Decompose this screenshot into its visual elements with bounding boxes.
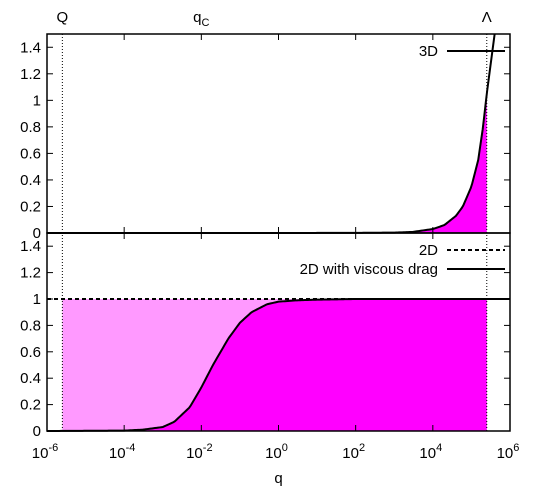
- y-tick-label: 1.4: [20, 39, 41, 56]
- x-tick-label: 100: [265, 442, 288, 462]
- x-tick-label: 106: [497, 442, 520, 462]
- x-axis-label: q: [274, 470, 282, 487]
- panel-frame-0: [46, 33, 511, 234]
- x-tick-label: 104: [419, 442, 442, 462]
- y-tick-label: 1.2: [20, 66, 41, 83]
- x-tick-label: 102: [342, 442, 365, 462]
- y-tick-label: 0.6: [20, 145, 41, 162]
- series-line-0-0: [47, 33, 496, 234]
- x-tick-exponent: 4: [436, 442, 442, 454]
- labels: 00.20.40.60.811.21.400.20.40.60.811.21.4…: [20, 9, 519, 487]
- y-tick-label: 0.4: [20, 172, 41, 189]
- area-fill-1-1: [62, 299, 487, 431]
- y-tick-label: 0.2: [20, 198, 41, 215]
- top-marker-label: Λ: [482, 9, 492, 26]
- x-tick-exponent: 6: [513, 442, 519, 454]
- y-tick-label: 0.8: [20, 317, 41, 334]
- x-tick-exponent: 2: [359, 442, 365, 454]
- x-tick-exponent: -6: [48, 442, 58, 454]
- legend-label: 3D: [419, 43, 438, 60]
- area-fills: [62, 93, 487, 431]
- x-tick-label: 10-2: [186, 442, 212, 462]
- y-tick-label: 1.4: [20, 238, 41, 255]
- y-tick-label: 0: [33, 225, 41, 242]
- x-tick-label: 10-4: [109, 442, 135, 462]
- y-tick-label: 0: [33, 423, 41, 440]
- x-tick-exponent: -2: [203, 442, 213, 454]
- legend: 3D 2D 2D with viscous drag: [300, 43, 505, 278]
- x-tick-exponent: -4: [126, 442, 136, 454]
- y-tick-label: 1: [33, 291, 41, 308]
- area-fill-0-0: [62, 93, 487, 233]
- top-marker-subscript: C: [202, 17, 210, 29]
- y-tick-label: 1: [33, 92, 41, 109]
- top-marker-label: qC: [193, 9, 209, 29]
- top-marker-label: Q: [57, 9, 69, 26]
- y-tick-label: 1.2: [20, 265, 41, 282]
- ticks: [46, 34, 511, 432]
- legend-label: 2D: [419, 242, 438, 259]
- x-tick-label: 10-6: [32, 442, 58, 462]
- x-tick-exponent: 0: [282, 442, 288, 454]
- y-tick-label: 0.8: [20, 119, 41, 136]
- y-tick-label: 0.6: [20, 344, 41, 361]
- y-tick-label: 0.2: [20, 397, 41, 414]
- y-tick-label: 0.4: [20, 370, 41, 387]
- legend-label: 2D with viscous drag: [300, 261, 438, 278]
